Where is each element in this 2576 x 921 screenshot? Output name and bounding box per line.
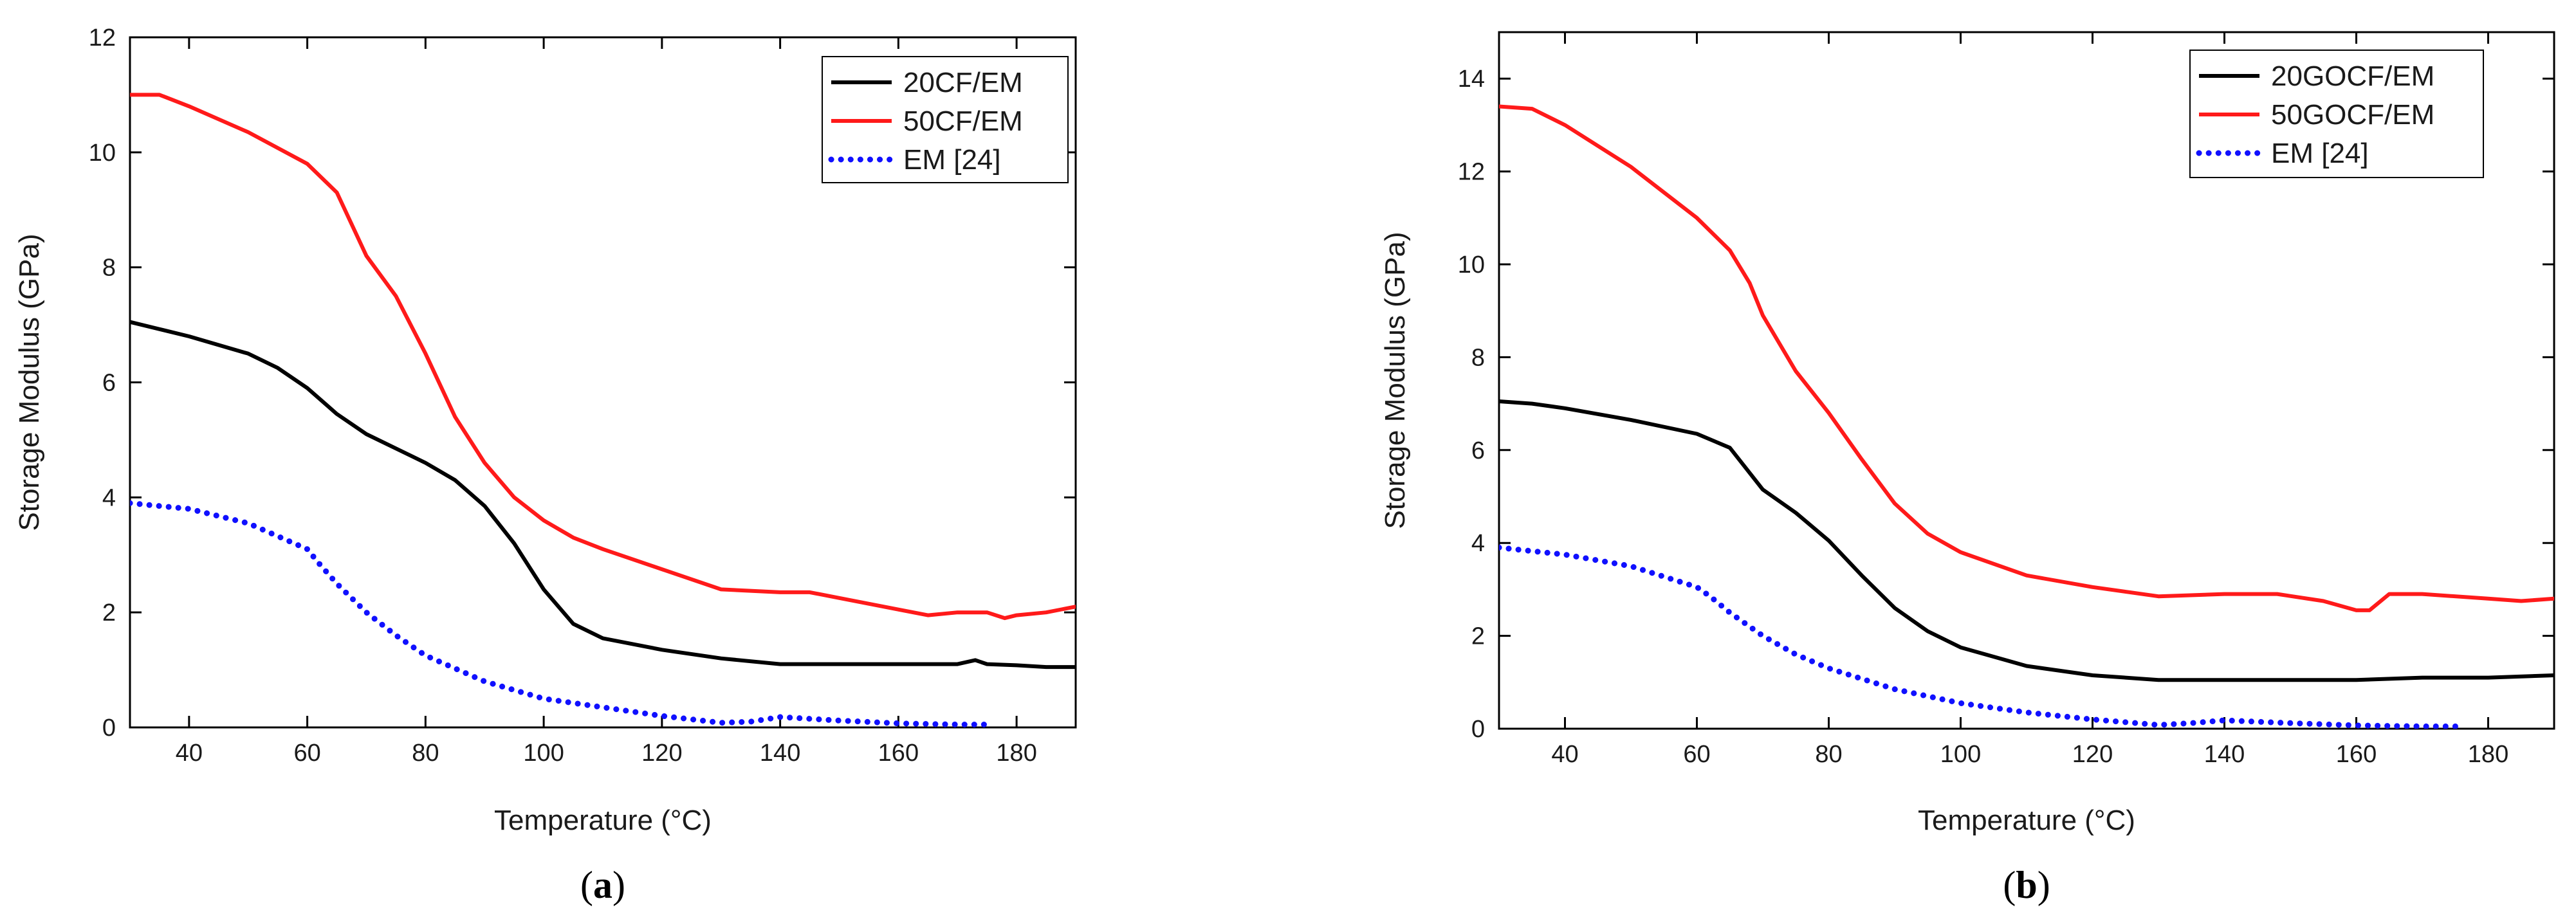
x-tick-label: 120 — [641, 740, 682, 767]
y-tick-label: 4 — [102, 484, 116, 511]
panel-label-close: ) — [2038, 864, 2050, 906]
y-tick-label: 10 — [1458, 251, 1485, 278]
y-tick-label: 4 — [1471, 530, 1485, 557]
x-tick-label: 100 — [523, 740, 564, 767]
legend-label: 20CF/EM — [903, 67, 1023, 98]
x-tick-label: 40 — [1551, 741, 1578, 768]
y-axis-label: Storage Modulus (GPa) — [1379, 232, 1411, 529]
panel-label-letter: a — [593, 864, 612, 906]
x-tick-label: 60 — [293, 740, 320, 767]
y-tick-label: 0 — [1471, 716, 1485, 743]
x-axis-label: Temperature (°C) — [1918, 805, 2135, 836]
series-line-20gocf-em — [1499, 399, 2554, 682]
x-tick-label: 40 — [176, 740, 203, 767]
panel-label-open: ( — [580, 864, 593, 906]
panel-label-close: ) — [612, 864, 625, 906]
y-tick-label: 8 — [1471, 344, 1485, 371]
panel-label: (b) — [2003, 864, 2050, 906]
x-tick-label: 140 — [2204, 741, 2245, 768]
x-axis-label: Temperature (°C) — [494, 805, 712, 836]
legend-label: 50CF/EM — [903, 105, 1023, 137]
x-tick-label: 80 — [412, 740, 439, 767]
legend-label: 50GOCF/EM — [2271, 99, 2434, 131]
panel-label: (a) — [580, 864, 625, 906]
y-axis-label: Storage Modulus (GPa) — [14, 233, 45, 531]
series-line-em-24- — [130, 500, 996, 727]
x-tick-label: 160 — [2336, 741, 2377, 768]
x-tick-label: 60 — [1683, 741, 1710, 768]
legend-label: EM [24] — [903, 144, 1001, 176]
y-tick-label: 14 — [1458, 66, 1485, 93]
series-line-20cf-em — [130, 320, 1076, 670]
x-tick-label: 80 — [1815, 741, 1842, 768]
y-tick-label: 10 — [89, 140, 116, 167]
y-tick-label: 0 — [102, 715, 116, 742]
x-tick-label: 180 — [996, 740, 1036, 767]
y-tick-label: 2 — [1471, 623, 1485, 650]
chart-panel-a: 40 60 80 100 120 140 160 180 0 2 4 6 8 10 12 Temperatur… — [14, 24, 1077, 906]
plot-frame — [1498, 31, 2555, 730]
y-tick-label: 6 — [1471, 437, 1485, 464]
panel-label-open: ( — [2003, 864, 2016, 906]
panel-label-letter: b — [2016, 864, 2037, 906]
legend-label: EM [24] — [2271, 138, 2369, 169]
x-tick-label: 120 — [2072, 741, 2113, 768]
series-line-50cf-em — [130, 93, 1076, 621]
y-tick-label: 8 — [102, 255, 116, 282]
x-tick-label: 180 — [2468, 741, 2508, 768]
legend-label: 20GOCF/EM — [2271, 60, 2434, 92]
series-line-50gocf-em — [1499, 104, 2554, 612]
y-tick-label: 12 — [89, 24, 116, 51]
x-tick-label: 160 — [878, 740, 919, 767]
y-tick-label: 12 — [1458, 159, 1485, 186]
x-tick-label: 100 — [1940, 741, 1981, 768]
y-tick-label: 6 — [102, 370, 116, 397]
series-line-em-24- — [1499, 544, 2465, 729]
x-tick-label: 140 — [760, 740, 800, 767]
chart-panel-b: 40 60 80 100 120 140 160 180 0 2 4 6 8 10 12 14 Temperat… — [1379, 31, 2555, 906]
y-tick-label: 2 — [102, 599, 116, 626]
